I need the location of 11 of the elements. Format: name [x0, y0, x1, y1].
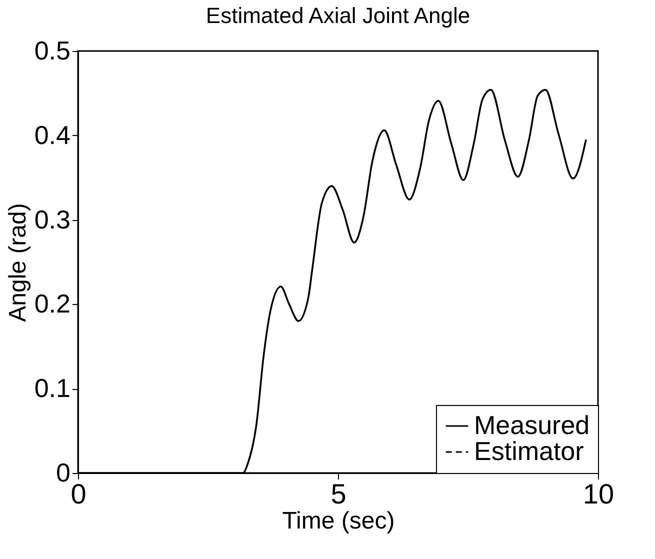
x-tick-label: 10 — [582, 478, 614, 510]
y-tick-label: 0.1 — [34, 373, 70, 404]
y-tick-label: 0.3 — [34, 204, 70, 234]
x-tick-label: 5 — [330, 478, 346, 510]
x-axis-title: Time (sec) — [282, 508, 395, 534]
y-tick-label: 0 — [56, 458, 70, 488]
y-tick-label: 0.2 — [34, 288, 70, 319]
chart-title: Estimated Axial Joint Angle — [206, 3, 470, 28]
y-tick-label: 0.5 — [34, 36, 70, 66]
y-axis-title: Angle (rad) — [4, 203, 32, 322]
y-tick-label: 0.4 — [34, 120, 70, 150]
